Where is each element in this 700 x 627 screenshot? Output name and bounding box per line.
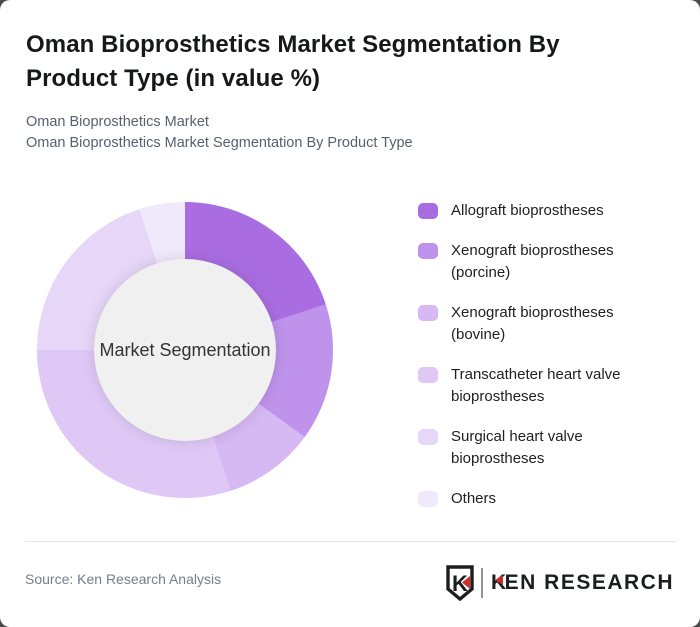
legend-item: Xenograft bioprostheses (bovine) xyxy=(418,302,646,346)
badge-red-triangle-icon xyxy=(461,576,470,589)
legend-label: Others xyxy=(451,490,497,507)
source-note: Source: Ken Research Analysis xyxy=(25,571,222,587)
legend-label: Allograft bioprostheses xyxy=(451,202,604,219)
chart-subtitle: Oman Bioprosthetics Market Oman Bioprost… xyxy=(26,112,413,154)
legend-swatch xyxy=(418,429,438,445)
chart-legend: Allograft bioprostheses Xenograft biopros… xyxy=(418,200,646,528)
badge-letter: K xyxy=(452,571,468,596)
legend-item: Others xyxy=(418,488,646,510)
legend-label: Xenograft bioprostheses (bovine) xyxy=(451,304,614,343)
page-title-line-1: Oman Bioprosthetics Market Segmentation … xyxy=(26,31,560,58)
wordmark-red-triangle-icon xyxy=(494,575,503,585)
page-title: Oman Bioprosthetics Market Segmentation … xyxy=(26,28,560,96)
donut-center-label: Market Segmentation xyxy=(99,339,271,360)
ken-research-logo: K KEN RESEARCH xyxy=(446,564,674,602)
legend-item: Transcatheter heart valve bioprostheses xyxy=(418,364,646,408)
legend-item: Allograft bioprostheses xyxy=(418,200,646,222)
chart-subtitle-line-2: Oman Bioprosthetics Market Segmentation … xyxy=(26,135,413,151)
legend-item: Surgical heart valve bioprostheses xyxy=(418,426,646,470)
legend-label: Surgical heart valve bioprostheses xyxy=(451,428,583,467)
legend-swatch xyxy=(418,243,438,259)
legend-swatch xyxy=(418,367,438,383)
donut-chart: Market Segmentation xyxy=(37,202,333,498)
legend-label: Xenograft bioprostheses (porcine) xyxy=(451,242,614,281)
chart-subtitle-line-1: Oman Bioprosthetics Market xyxy=(26,114,209,130)
logo-separator xyxy=(480,568,483,598)
legend-swatch xyxy=(418,305,438,321)
footer-divider xyxy=(25,541,675,542)
legend-item: Xenograft bioprostheses (porcine) xyxy=(418,240,646,284)
donut-hole: Market Segmentation xyxy=(94,259,276,441)
page-title-line-2: Product Type (in value %) xyxy=(26,65,321,92)
legend-label: Transcatheter heart valve bioprostheses xyxy=(451,366,621,405)
ken-research-badge-icon: K xyxy=(446,565,474,601)
logo-wordmark-rest: EN RESEARCH xyxy=(504,571,674,594)
legend-swatch xyxy=(418,203,438,219)
legend-swatch xyxy=(418,491,438,507)
logo-wordmark: KEN RESEARCH xyxy=(491,571,674,595)
